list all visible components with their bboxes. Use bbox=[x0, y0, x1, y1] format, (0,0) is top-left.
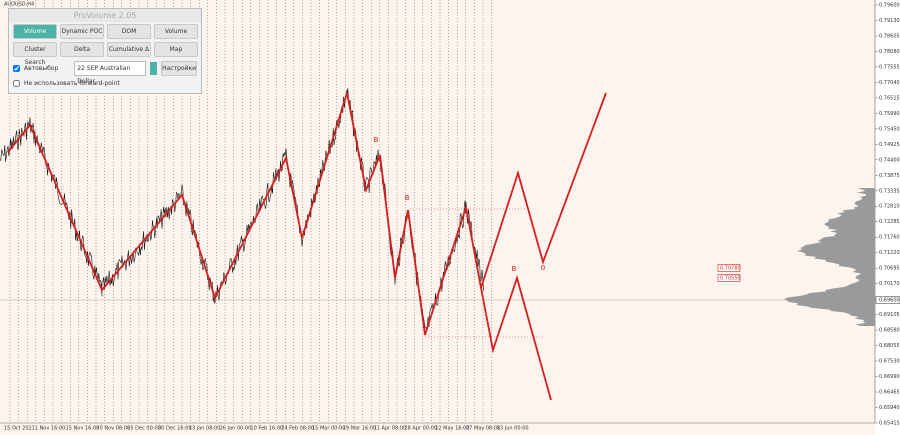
price-label: 0.73875 bbox=[879, 173, 900, 179]
price-highlight bbox=[875, 296, 900, 304]
time-label: 28 Apr 00:00 bbox=[404, 426, 437, 432]
wave-label: B bbox=[512, 265, 517, 273]
time-label: 26 Jan 00:00 bbox=[220, 426, 252, 432]
checkbox[interactable] bbox=[13, 65, 20, 72]
provolume-panel: ProVolume 2.05 Volume ProfileDynamic POC… bbox=[8, 8, 202, 94]
price-label: 0.72285 bbox=[879, 219, 900, 225]
panel-button[interactable]: DOM bbox=[107, 24, 151, 39]
wave-label: 0 bbox=[541, 264, 545, 272]
symbol: AUDUSD,H4 bbox=[4, 2, 34, 8]
price-label: 0.79130 bbox=[879, 18, 900, 24]
price-label: 0.75450 bbox=[879, 126, 900, 132]
panel-title: ProVolume 2.05 bbox=[9, 9, 201, 22]
price-line bbox=[0, 88, 484, 330]
price-label: 0.78080 bbox=[879, 49, 900, 55]
price-label: 0.77555 bbox=[879, 64, 900, 70]
time-label: 15 Mar 00:00 bbox=[312, 426, 345, 432]
panel-button[interactable]: Cumulative Δ bbox=[107, 42, 151, 57]
price-label: 0.69105 bbox=[879, 312, 900, 318]
time-label: 1 Nov 16:00 bbox=[35, 426, 66, 432]
level-label: 0.70555 bbox=[720, 276, 741, 282]
price-label: 0.66990 bbox=[879, 374, 900, 380]
projection bbox=[480, 92, 607, 289]
panel-button[interactable]: Delta bbox=[60, 42, 104, 57]
volume-profile bbox=[784, 188, 875, 326]
price-label: 0.66465 bbox=[879, 390, 900, 396]
time-label: 24 Feb 08:00 bbox=[281, 426, 314, 432]
time-label: 10 Feb 16:00 bbox=[250, 426, 283, 432]
price-label: 0.65415 bbox=[879, 420, 900, 426]
time-label: 13 Jun 00:00 bbox=[497, 426, 529, 432]
price-label: 0.68055 bbox=[879, 343, 900, 349]
price-axis-bg bbox=[875, 0, 900, 435]
price-label: 0.70695 bbox=[879, 266, 900, 272]
price-label: 0.71220 bbox=[879, 250, 900, 256]
time-label: 27 May 08:00 bbox=[466, 426, 500, 432]
price-label: 0.69600 bbox=[879, 298, 900, 304]
price-label: 0.73335 bbox=[879, 188, 900, 194]
price-label: 0.74925 bbox=[879, 142, 900, 148]
panel-button[interactable]: Map bbox=[154, 42, 198, 57]
row: Не использовать forward-point bbox=[9, 78, 201, 89]
price-label: 0.74400 bbox=[879, 157, 900, 163]
settings-button[interactable]: Настройки bbox=[161, 61, 197, 76]
price-label: 0.65940 bbox=[879, 405, 900, 411]
panel-button[interactable]: Volume Profile bbox=[13, 24, 57, 48]
price-label: 0.68580 bbox=[879, 328, 900, 334]
label: Автовыбор bbox=[24, 65, 59, 72]
time-label: 15 Oct 2021 bbox=[4, 426, 35, 432]
time-label: 29 Mar 16:00 bbox=[343, 426, 376, 432]
price-label: 0.76515 bbox=[879, 95, 900, 101]
level-box bbox=[717, 274, 741, 282]
checkbox[interactable] bbox=[13, 80, 20, 87]
price-label: 0.79600 bbox=[879, 3, 900, 9]
projection bbox=[480, 274, 552, 401]
time-label: 12 May 16:00 bbox=[435, 426, 469, 432]
price-label: 0.71760 bbox=[879, 235, 900, 241]
panel-button[interactable]: Cluster Search bbox=[13, 42, 57, 66]
time-label: 30 Dec 16:00 bbox=[158, 426, 192, 432]
time-label: 15 Nov 16:00 bbox=[66, 426, 100, 432]
panel-button[interactable]: Dynamic POC bbox=[60, 24, 104, 39]
label: Не использовать forward-point bbox=[24, 80, 120, 87]
level-label: 0.70780 bbox=[720, 266, 741, 272]
time-label: 13 Jan 08:00 bbox=[189, 426, 221, 432]
price-label: 0.77040 bbox=[879, 80, 900, 86]
wave-label: B bbox=[374, 136, 379, 144]
row: Автовыбор 22 SEP Australian Dollar Настр… bbox=[9, 59, 201, 85]
price-label: 0.70170 bbox=[879, 281, 900, 287]
panel-button[interactable]: Volume bbox=[154, 24, 198, 39]
time-label: 11 Apr 08:00 bbox=[374, 426, 407, 432]
price-label: 0.67530 bbox=[879, 359, 900, 365]
wave-label: B bbox=[405, 194, 410, 202]
time-label: 15 Dec 00:00 bbox=[127, 426, 161, 432]
select-arrow[interactable] bbox=[149, 62, 158, 75]
price-label: 0.75990 bbox=[879, 111, 900, 117]
price-label: 0.72810 bbox=[879, 204, 900, 210]
instrument-select[interactable]: 22 SEP Australian Dollar bbox=[74, 61, 146, 85]
time-label: 30 Nov 08:00 bbox=[96, 426, 130, 432]
zigzag bbox=[7, 92, 482, 336]
price-label: 0.78605 bbox=[879, 33, 900, 39]
level-box bbox=[717, 264, 741, 272]
